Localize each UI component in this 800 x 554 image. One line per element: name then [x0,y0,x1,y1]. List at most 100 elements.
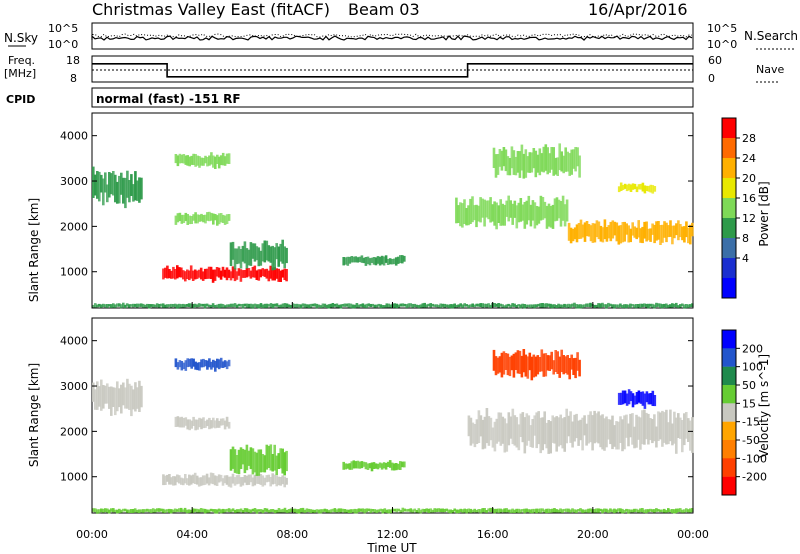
beam-label: Beam 03 [348,0,420,19]
velocity-echo-2 [174,357,231,372]
power-echo-cell [667,225,670,238]
velocity-colorbar-swatch [722,458,736,477]
velocity-echo-cell [627,423,630,447]
velocity-echo-cell [623,509,626,513]
velocity-echo-cell [136,387,139,409]
power-echo-cell [516,151,520,173]
power-colorbar-frame [721,117,737,299]
velocity-colorbar-frame [721,329,737,496]
power-echo-cell [267,304,271,307]
velocity-echo-cell [237,474,241,484]
velocity-echo-cell [665,409,668,445]
velocity-echo-cell [394,463,398,471]
velocity-echo-cell [401,461,404,468]
power-echo-cell [124,177,127,209]
velocity-echo-cell [162,474,165,486]
velocity-echo-cell [651,390,655,406]
velocity-echo-cell [508,356,512,377]
velocity-echo-cell [677,508,680,512]
power-echo-cell [227,153,231,164]
velocity-echo-cell [528,352,532,371]
velocity-echo-cell [661,509,664,513]
power-echo-cell [386,258,390,265]
velocity-echo-cell [541,417,544,451]
velocity-echo-cell [176,416,180,427]
power-echo-cell [633,226,636,238]
power-echo-cell [177,303,181,308]
power-echo-cell [485,303,488,308]
power-echo-cell [271,303,275,308]
velocity-echo-cell [637,509,640,513]
power-echo-cell [269,303,273,308]
velocity-echo-cell [214,360,217,372]
power-echo-cell [651,223,654,235]
power-echo-cell [203,303,207,309]
velocity-echo-cell [233,449,237,473]
power-echo-cell [687,304,690,308]
velocity-echo-cell [219,418,223,426]
power-echo-cell [605,227,609,242]
velocity-echo-cell [411,509,415,513]
power-echo-cell [603,219,607,240]
power-echo-8 [455,195,569,230]
power-echo-cell [174,269,177,280]
power-echo-cell [215,267,219,277]
velocity-echo-cell [184,360,188,371]
power-echo-cell [396,256,400,264]
power-echo-cell [180,154,184,164]
power-echo-cell [200,157,203,166]
velocity-echo-cell [441,508,444,513]
velocity-echo-cell [200,418,203,430]
power-echo-cell [265,240,269,261]
time-axis: 00:00 04:00 08:00 12:00 16:00 20:00 00:00 [76,302,709,541]
nsearch-label: N.Search [744,29,798,43]
power-echo-cell [641,182,645,192]
velocity-echo-cell [497,508,500,513]
velocity-echo-cell [140,385,143,408]
power-echo-cell [271,267,274,281]
power-echo-cell [216,215,219,226]
velocity-echo-cell [691,508,694,512]
velocity-echo-cell [353,508,357,514]
velocity-echo-cell [193,472,197,484]
power-echo-cell [134,171,137,201]
power-echo-cell [499,199,502,226]
power-echo-cell [259,269,263,278]
power-echo-cell [479,197,482,223]
power-echo-cell [595,304,598,308]
power-echo-cell [178,212,182,221]
power-echo-cell [515,205,519,229]
velocity-echo-cell [667,508,670,513]
velocity-echo-cell [301,507,305,513]
velocity-echo-cell [321,509,325,513]
power-echo-cell [673,303,676,307]
power-echo-cell [368,258,372,266]
velocity-echo-cell [619,508,622,513]
velocity-echo-cell [565,408,568,444]
velocity-echo-cell [283,452,286,476]
velocity-echo-cell [649,393,653,405]
power-echo-cell [265,303,269,308]
velocity-echo-cell [551,415,554,443]
power-echo-cell [186,155,189,166]
power-echo-cell [231,266,235,279]
velocity-echo-cell [540,349,544,372]
velocity-echo-cell [477,410,481,443]
nave-label: Nave [756,63,784,76]
power-echo-cell [403,255,406,262]
power-echo-cell [489,197,492,223]
velocity-echo-cell [631,509,634,513]
velocity-echo-cell [556,351,559,374]
power-echo-cell [565,199,569,222]
velocity-echo-cell [623,415,626,450]
nsky-tick-bottom: 10^0 [48,38,78,51]
velocity-echo-cell [259,449,263,473]
velocity-echo-cell [397,508,401,512]
power-echo-cell [375,304,379,308]
velocity-echo-cell [463,508,466,513]
velocity-echo-cell [535,412,538,449]
velocity-echo-cell [212,359,215,368]
nsky-tick-top: 10^5 [48,22,78,35]
velocity-echo-cell [195,508,199,513]
velocity-echo-cell [571,508,574,512]
